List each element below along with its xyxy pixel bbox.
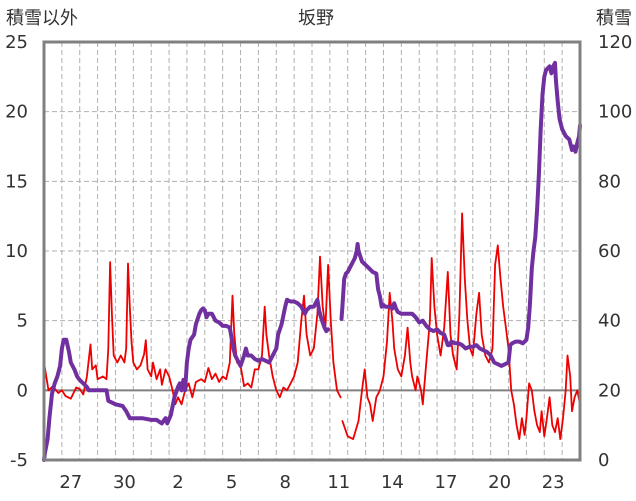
plot-frame <box>42 40 582 462</box>
x-tick-label: 8 <box>279 472 290 493</box>
right-tick-label: 40 <box>598 311 621 332</box>
x-tick-label: 20 <box>488 472 511 493</box>
plot-series <box>42 60 582 462</box>
left-tick-label: 0 <box>17 380 28 401</box>
x-tick-label: 11 <box>327 472 350 493</box>
right-tick-label: 20 <box>598 380 621 401</box>
x-tick-label: 23 <box>542 472 565 493</box>
left-tick-label: 20 <box>5 102 28 123</box>
x-tick-label: 17 <box>435 472 458 493</box>
left-axis-label: 積雪以外 <box>6 8 78 29</box>
right-tick-label: 80 <box>598 171 621 192</box>
x-tick-label: 14 <box>381 472 404 493</box>
grid-lines <box>44 42 580 460</box>
other-data-line <box>43 255 342 406</box>
left-tick-label: 25 <box>5 32 28 53</box>
x-tick-label: 27 <box>59 472 82 493</box>
left-tick-label: 10 <box>5 241 28 262</box>
right-tick-label: 120 <box>598 32 632 53</box>
right-tick-label: 0 <box>598 450 609 471</box>
right-axis-label: 積雪 <box>596 8 632 29</box>
x-axis-ticks: 27 30 2 5 8 11 14 17 20 23 <box>59 472 564 493</box>
x-tick-label: 30 <box>113 472 136 493</box>
snow-depth-line <box>42 297 331 462</box>
left-tick-label: 15 <box>5 171 28 192</box>
chart-title: 坂野 <box>298 8 334 29</box>
x-tick-label: 5 <box>226 472 237 493</box>
left-tick-label: 5 <box>17 311 28 332</box>
left-tick-label: -5 <box>10 450 28 471</box>
x-tick-label: 2 <box>172 472 183 493</box>
right-axis-ticks: 0 20 40 60 80 100 120 <box>598 32 632 471</box>
right-tick-label: 100 <box>598 102 632 123</box>
right-tick-label: 60 <box>598 241 621 262</box>
left-axis-ticks: -5 0 5 10 15 20 25 <box>5 32 28 471</box>
snow-depth-line <box>339 60 582 368</box>
plot-border <box>42 40 582 462</box>
